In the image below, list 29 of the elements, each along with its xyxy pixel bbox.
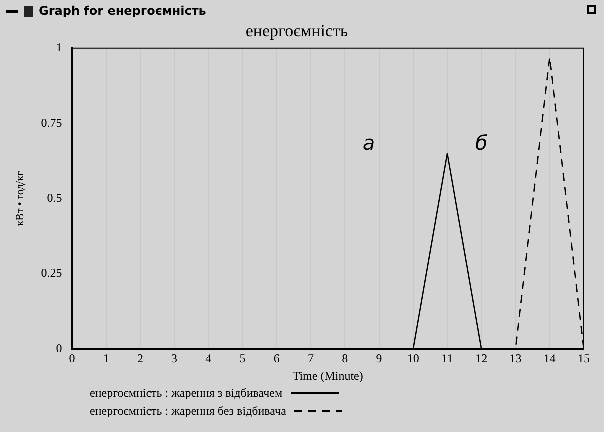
x-tick-label: 4 (206, 352, 212, 366)
x-tick-label: 7 (308, 352, 314, 366)
x-axis-title: Time (Minute) (292, 368, 364, 383)
x-tick-label: 15 (578, 352, 590, 366)
y-tick-label: 0.5 (47, 190, 62, 205)
x-tick-label: 13 (510, 352, 522, 366)
chart-subtitle: Graph for енергоємність (39, 4, 206, 18)
legend-label: енергоємність : жарення без відбивача (90, 404, 286, 418)
x-tick-label: 14 (544, 352, 556, 366)
x-tick-label: 2 (137, 352, 144, 366)
x-tick-label: 0 (69, 352, 76, 366)
x-tick-label: 8 (342, 352, 348, 366)
legend-label: енергоємність : жарення з відбивачем (90, 386, 283, 400)
y-axis-title: кВт • год/кг (14, 170, 26, 226)
y-tick-label: 0.25 (41, 266, 62, 280)
annotation: а (362, 130, 376, 155)
x-tick-label: 12 (476, 352, 488, 366)
x-tick-label: 1 (103, 352, 110, 366)
x-tick-label: 3 (172, 352, 178, 366)
y-tick-label: 0.75 (41, 116, 62, 130)
x-tick-label: 10 (407, 352, 420, 366)
y-tick-label: 1 (56, 40, 62, 55)
x-tick-label: 9 (376, 352, 382, 366)
y-tick-label: 0 (56, 341, 62, 356)
chart-title: енергоємність (246, 22, 348, 41)
x-tick-label: 5 (240, 352, 246, 366)
x-tick-label: 11 (442, 352, 454, 366)
annotation: б (475, 130, 488, 155)
x-tick-label: 6 (274, 352, 280, 366)
